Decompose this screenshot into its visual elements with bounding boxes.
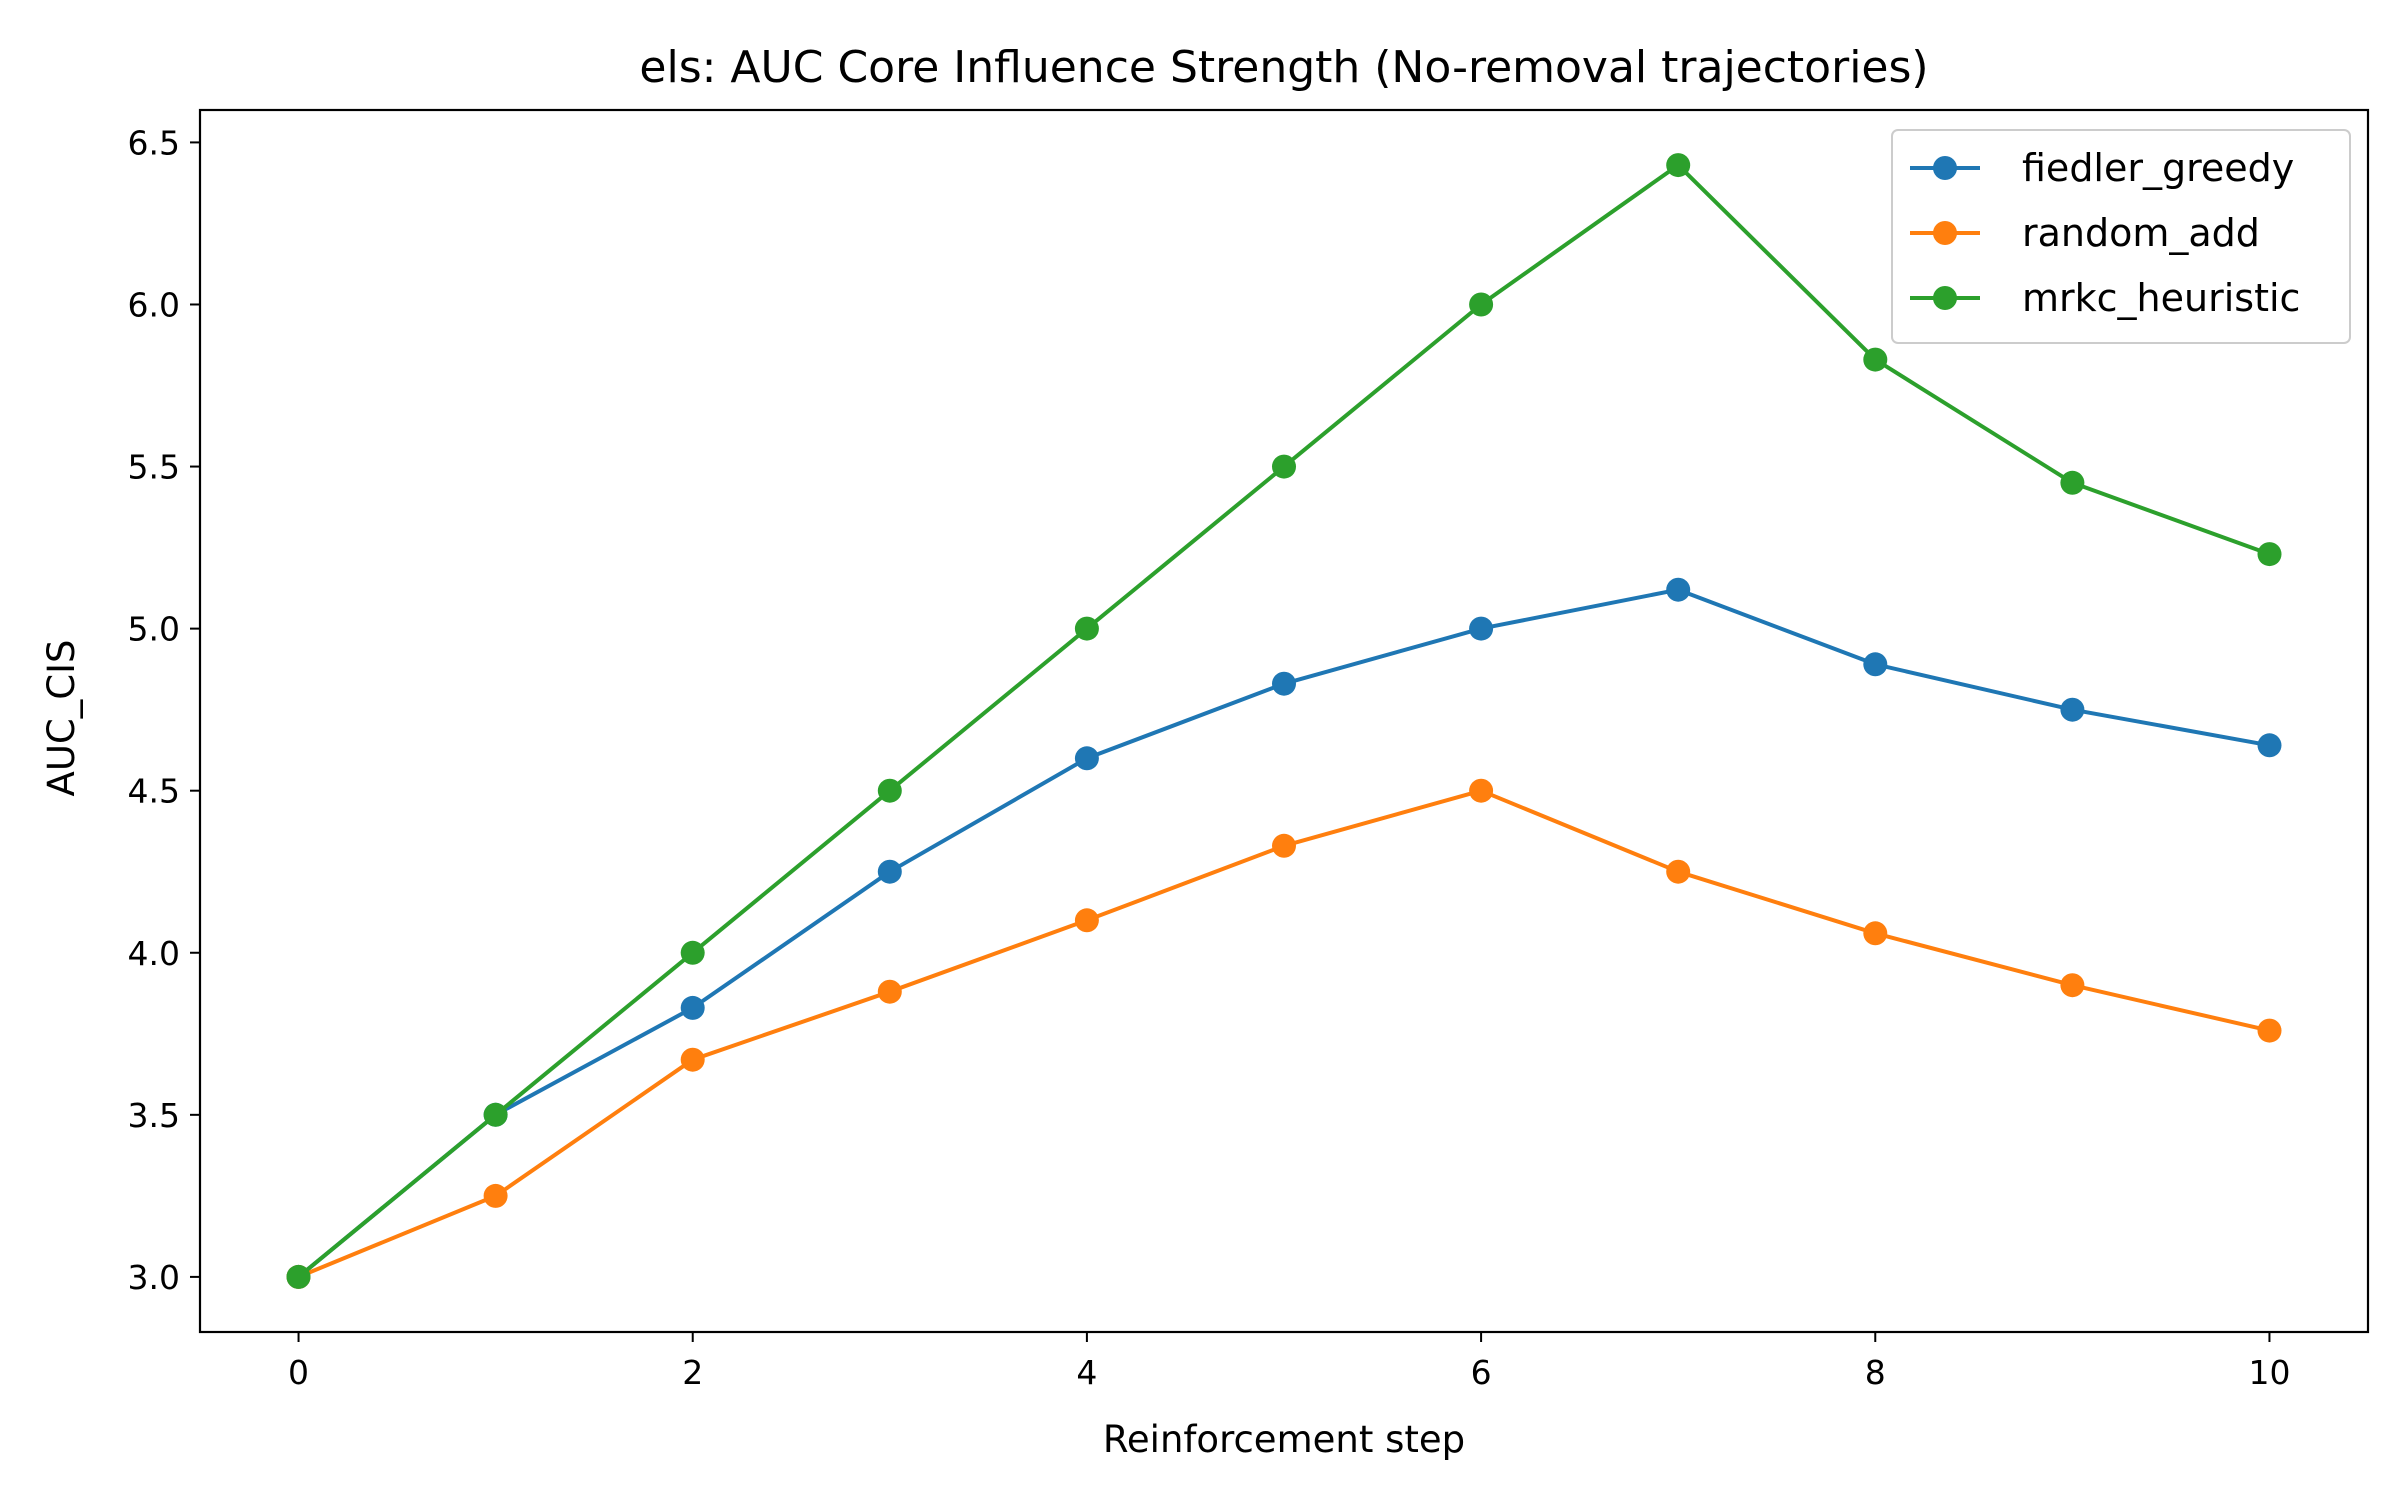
data-point-fiedler_greedy-6 (1469, 616, 1494, 641)
data-point-random_add-8 (1863, 921, 1888, 946)
data-point-fiedler_greedy-3 (877, 859, 902, 884)
series-mrkc_heuristic (286, 153, 2282, 1289)
data-point-mrkc_heuristic-1 (483, 1102, 508, 1127)
data-point-mrkc_heuristic-10 (2257, 542, 2282, 567)
data-point-mrkc_heuristic-6 (1469, 292, 1494, 317)
data-point-fiedler_greedy-9 (2060, 697, 2085, 722)
data-point-random_add-1 (483, 1183, 508, 1208)
data-point-random_add-4 (1074, 908, 1099, 933)
data-point-mrkc_heuristic-0 (286, 1264, 311, 1289)
data-point-fiedler_greedy-8 (1863, 652, 1888, 677)
x-tick-label: 6 (1471, 1353, 1492, 1392)
y-tick-label: 3.0 (128, 1258, 180, 1297)
legend-label: random_add (2022, 211, 2260, 255)
axes: 0 2 4 6 8 10 3.0 3.5 4.0 4.5 5.0 5.5 6.0 6.5 (128, 108, 2370, 1392)
data-point-fiedler_greedy-10 (2257, 733, 2282, 758)
data-point-mrkc_heuristic-4 (1074, 616, 1099, 641)
axes-frame (198, 108, 2370, 1334)
x-tick-label: 4 (1076, 1353, 1097, 1392)
y-tick-label: 5.5 (128, 448, 180, 487)
y-axis-label: AUC_CIS (40, 640, 83, 797)
data-point-mrkc_heuristic-8 (1863, 347, 1888, 372)
chart-title: els: AUC Core Influence Strength (No-rem… (639, 42, 1928, 93)
y-tick-label: 4.5 (128, 772, 180, 811)
data-point-random_add-10 (2257, 1018, 2282, 1043)
y-tick-label: 6.0 (128, 285, 180, 324)
y-tick-label: 6.5 (128, 123, 180, 162)
legend-item-mrkc_heuristic: mrkc_heuristic (1910, 276, 2300, 320)
y-tick-label: 5.0 (128, 610, 180, 649)
data-point-fiedler_greedy-2 (680, 995, 705, 1020)
y-tick-label: 3.5 (128, 1096, 180, 1135)
x-tick-label: 10 (2248, 1353, 2290, 1392)
legend: fiedler_greedy random_add mrkc_heuristic (1891, 129, 2351, 344)
data-point-fiedler_greedy-4 (1074, 746, 1099, 771)
legend-marker (1933, 221, 1957, 245)
legend-item-random_add: random_add (1910, 211, 2260, 255)
plot-area (286, 153, 2282, 1289)
x-tick-label: 2 (682, 1353, 703, 1392)
legend-marker (1933, 286, 1957, 310)
x-axis-label: Reinforcement step (1103, 1418, 1465, 1461)
legend-item-fiedler_greedy: fiedler_greedy (1910, 146, 2294, 190)
data-point-random_add-7 (1666, 859, 1691, 884)
data-point-fiedler_greedy-5 (1272, 671, 1296, 696)
data-point-mrkc_heuristic-5 (1272, 454, 1296, 479)
data-point-random_add-6 (1469, 778, 1494, 803)
data-point-random_add-2 (680, 1047, 705, 1072)
data-point-mrkc_heuristic-2 (680, 940, 705, 965)
data-point-mrkc_heuristic-9 (2060, 470, 2085, 495)
legend-label: mrkc_heuristic (2022, 276, 2300, 320)
x-tick-label: 0 (288, 1353, 309, 1392)
legend-marker (1933, 156, 1957, 180)
data-point-random_add-5 (1272, 833, 1296, 858)
x-tick-label: 8 (1865, 1353, 1886, 1392)
data-point-mrkc_heuristic-7 (1666, 153, 1691, 178)
data-point-random_add-3 (877, 979, 902, 1004)
y-tick-label: 4.0 (128, 934, 180, 973)
data-point-fiedler_greedy-7 (1666, 577, 1691, 602)
data-point-random_add-9 (2060, 973, 2085, 998)
legend-label: fiedler_greedy (2022, 146, 2294, 190)
data-point-mrkc_heuristic-3 (877, 778, 902, 803)
legend-box (1891, 129, 2351, 344)
